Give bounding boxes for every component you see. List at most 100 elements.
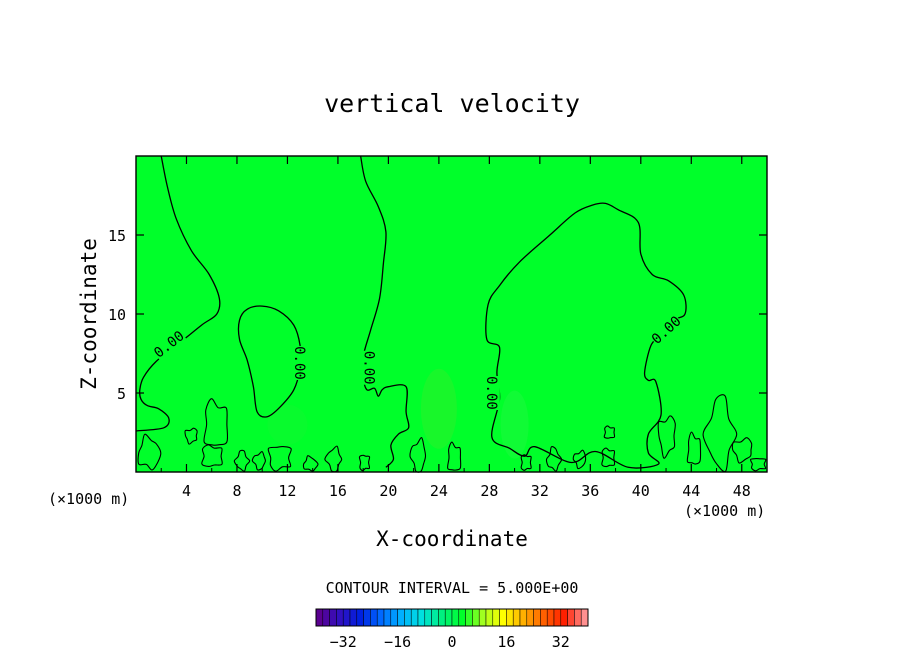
colorbar-cell bbox=[478, 608, 487, 627]
near-surface-contour bbox=[749, 458, 767, 472]
colorbar-cell bbox=[506, 608, 514, 627]
colorbar-cell bbox=[553, 608, 562, 627]
colorbar-cell bbox=[512, 608, 521, 627]
colorbar-cell bbox=[431, 608, 439, 627]
colorbar-tick-labels: −32 −16 0 16 32 bbox=[330, 633, 570, 651]
colorbar-cell bbox=[349, 608, 358, 627]
colorbar-cell bbox=[315, 608, 324, 627]
colorbar-tick-label: 32 bbox=[552, 633, 570, 651]
near-surface-contour bbox=[702, 394, 738, 473]
field-shading-blob bbox=[267, 404, 308, 445]
contour-label-mask bbox=[292, 345, 309, 380]
velocity-field-shading bbox=[267, 368, 529, 459]
colorbar-tick-label: 16 bbox=[497, 633, 515, 651]
near-surface-contour bbox=[203, 398, 229, 446]
x-unit-left: (×1000 m) bbox=[48, 490, 129, 508]
contour-label-mask bbox=[361, 350, 378, 385]
x-tick-label: 24 bbox=[430, 482, 448, 500]
colorbar-cell bbox=[342, 608, 351, 627]
colorbar-cell bbox=[322, 608, 330, 627]
near-surface-contour bbox=[201, 444, 223, 467]
colorbar-cell bbox=[560, 608, 568, 627]
zero-contour-center-column bbox=[359, 155, 410, 468]
y-axis-label: Z-coordinate bbox=[77, 238, 101, 390]
colorbar-cell bbox=[410, 608, 419, 627]
colorbar bbox=[315, 608, 589, 627]
colorbar-cell bbox=[363, 608, 371, 627]
colorbar-cell bbox=[580, 608, 589, 627]
colorbar-cell bbox=[397, 608, 405, 627]
zero-contour-cell-10-6 bbox=[237, 305, 302, 418]
y-tick-label: 5 bbox=[117, 385, 126, 403]
contour-label-mask bbox=[150, 327, 188, 361]
near-surface-contour bbox=[358, 454, 371, 472]
colorbar-frame bbox=[315, 608, 589, 627]
colorbar-cell bbox=[492, 608, 500, 627]
near-surface-contour bbox=[184, 427, 198, 445]
x-tick-label: 44 bbox=[682, 482, 700, 500]
x-tick-label: 40 bbox=[632, 482, 650, 500]
colorbar-cell bbox=[526, 608, 534, 627]
x-tick-label: 12 bbox=[278, 482, 296, 500]
colorbar-cell bbox=[444, 608, 453, 627]
contour-label: 0.00 bbox=[483, 376, 499, 410]
colorbar-cell bbox=[519, 608, 528, 627]
near-surface-contour bbox=[545, 446, 563, 472]
colorbar-cell bbox=[458, 608, 466, 627]
colorbar-tick-label: 0 bbox=[447, 633, 456, 651]
x-tick-label: 48 bbox=[733, 482, 751, 500]
y-tick-label: 10 bbox=[108, 306, 126, 324]
contour-label: 0.00 bbox=[291, 346, 307, 380]
near-surface-contour bbox=[731, 437, 753, 464]
colorbar-cell bbox=[417, 608, 426, 627]
near-surface-contour bbox=[409, 437, 427, 473]
colorbar-cell bbox=[438, 608, 446, 627]
colorbar-cell bbox=[404, 608, 412, 627]
colorbar-cell bbox=[574, 608, 582, 627]
colorbar-cell bbox=[336, 608, 344, 627]
x-axis-label: X-coordinate bbox=[376, 527, 528, 551]
x-unit-right: (×1000 m) bbox=[684, 502, 765, 520]
near-surface-contour bbox=[251, 451, 266, 471]
chart-title: vertical velocity bbox=[324, 89, 580, 118]
y-tick-label: 15 bbox=[108, 227, 126, 245]
contour-interval-caption: CONTOUR INTERVAL = 5.000E+00 bbox=[326, 579, 579, 597]
x-tick-label: 16 bbox=[329, 482, 347, 500]
near-surface-contour bbox=[520, 454, 532, 471]
colorbar-cell bbox=[424, 608, 432, 627]
colorbar-cell bbox=[567, 608, 575, 627]
colorbar-cell bbox=[485, 608, 494, 627]
colorbar-cell bbox=[472, 608, 480, 627]
colorbar-tick-label: −16 bbox=[384, 633, 411, 651]
near-surface-contour bbox=[233, 449, 251, 472]
colorbar-cell bbox=[540, 608, 548, 627]
near-surface-contour bbox=[137, 433, 162, 471]
near-surface-contour bbox=[302, 455, 319, 472]
near-surface-contour bbox=[601, 447, 616, 468]
x-tick-label: 28 bbox=[480, 482, 498, 500]
x-tick-label: 32 bbox=[531, 482, 549, 500]
near-surface-contour bbox=[572, 449, 587, 470]
colorbar-cell bbox=[383, 608, 392, 627]
colorbar-cell bbox=[390, 608, 398, 627]
near-surface-contour bbox=[447, 441, 462, 471]
colorbar-cell bbox=[465, 608, 473, 627]
colorbar-cell bbox=[499, 608, 507, 627]
x-tick-label: 4 bbox=[182, 482, 191, 500]
x-tick-label: 36 bbox=[581, 482, 599, 500]
colorbar-cell bbox=[356, 608, 364, 627]
zero-contour-cell-33-11 bbox=[485, 202, 687, 469]
x-tick-label: 20 bbox=[379, 482, 397, 500]
colorbar-cell bbox=[451, 608, 460, 627]
near-surface-contour bbox=[657, 415, 676, 459]
contour-label-mask bbox=[648, 312, 685, 348]
near-surface-contour bbox=[267, 446, 292, 472]
near-surface-contour bbox=[603, 425, 616, 439]
colorbar-cell bbox=[370, 608, 378, 627]
plot-area: 0.000.00 0.000.000.00 4 8 12 16 20 24 28 32 36 40 4… bbox=[108, 155, 768, 500]
colorbar-cell bbox=[533, 608, 541, 627]
field-shading-blob bbox=[420, 368, 457, 449]
contour-label-mask bbox=[483, 376, 500, 410]
